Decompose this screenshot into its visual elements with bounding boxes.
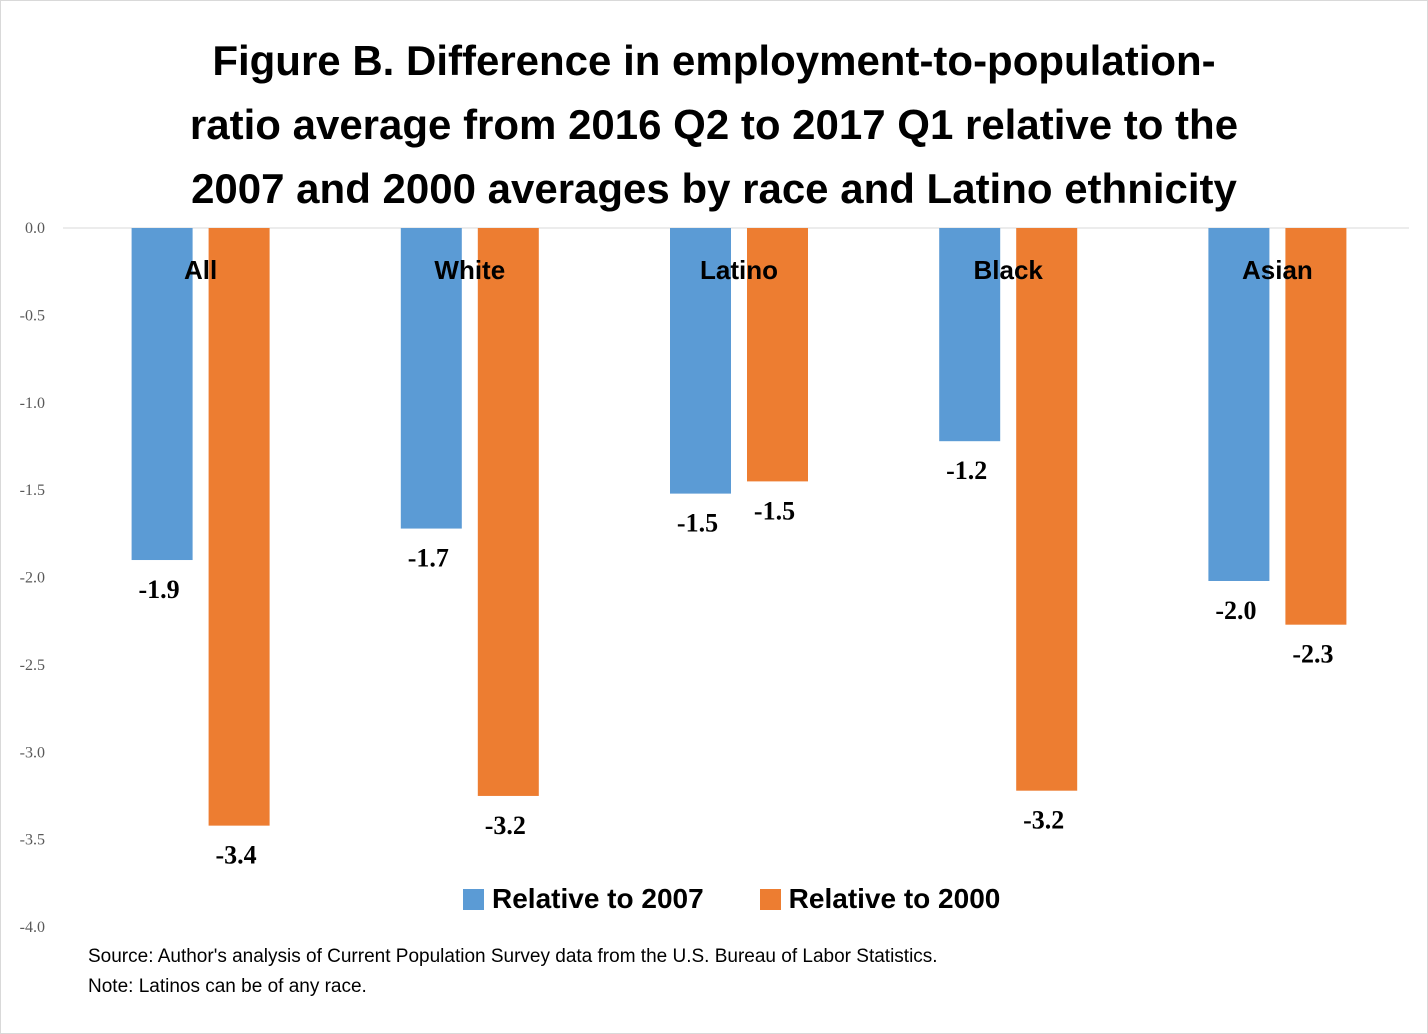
legend-item-relative-2007: Relative to 2007 <box>463 883 704 915</box>
chart-legend: Relative to 2007 Relative to 2000 <box>463 883 1056 915</box>
data-label: -1.2 <box>946 456 987 485</box>
bar-black-relative-2000 <box>1016 228 1078 791</box>
chart-title-line: 2007 and 2000 averages by race and Latin… <box>191 165 1237 212</box>
bar-white-relative-2007 <box>400 228 462 529</box>
chart-title-line: Figure B. Difference in employment-to-po… <box>212 37 1216 84</box>
y-tick-label: 0.0 <box>25 220 45 237</box>
category-label: Black <box>974 255 1044 285</box>
legend-swatch-blue <box>463 888 484 910</box>
data-label: -3.4 <box>216 841 257 870</box>
y-tick-label: -3.0 <box>20 744 45 761</box>
legend-item-relative-2000: Relative to 2000 <box>759 883 1001 915</box>
data-label: -1.7 <box>408 544 449 573</box>
bar-white-relative-2000 <box>477 228 539 796</box>
category-label: Asian <box>1242 255 1313 285</box>
y-tick-label: -1.0 <box>20 395 45 412</box>
legend-swatch-orange <box>759 888 781 910</box>
race-note: Note: Latinos can be of any race. <box>88 976 367 997</box>
y-tick-label: -4.0 <box>20 919 45 936</box>
bar-latino-relative-2007 <box>670 228 731 494</box>
bar-all-relative-2007 <box>131 228 193 561</box>
category-label: White <box>434 255 505 285</box>
bar-asian-relative-2007 <box>1208 228 1270 581</box>
chart-notes: Source: Author's analysis of Current Pop… <box>88 942 938 1002</box>
y-tick-label: -3.5 <box>20 832 45 849</box>
category-label: Latino <box>700 255 778 285</box>
data-label: -1.5 <box>754 496 795 525</box>
data-label: -2.3 <box>1292 640 1333 669</box>
source-note: Source: Author's analysis of Current Pop… <box>88 946 938 967</box>
chart-title-line: ratio average from 2016 Q2 to 2017 Q1 re… <box>189 101 1239 148</box>
legend-label: Relative to 2000 <box>788 883 1001 914</box>
y-tick-label: -1.5 <box>20 482 45 499</box>
y-tick-label: -2.0 <box>20 570 45 587</box>
y-tick-label: -2.5 <box>20 657 45 674</box>
chart-title: Figure B. Difference in employment-to-po… <box>1 29 1427 221</box>
data-label: -3.2 <box>1023 806 1064 835</box>
data-label: -1.5 <box>677 509 718 538</box>
bar-asian-relative-2000 <box>1285 228 1347 625</box>
legend-label: Relative to 2007 <box>492 883 704 914</box>
bar-all-relative-2000 <box>208 228 270 826</box>
data-label: -3.2 <box>485 811 526 840</box>
data-label: -2.0 <box>1215 596 1256 625</box>
y-tick-label: -0.5 <box>20 307 45 324</box>
category-label: All <box>184 255 217 285</box>
bar-latino-relative-2000 <box>747 228 808 482</box>
data-label: -1.9 <box>139 575 180 604</box>
bar-black-relative-2007 <box>939 228 1001 442</box>
